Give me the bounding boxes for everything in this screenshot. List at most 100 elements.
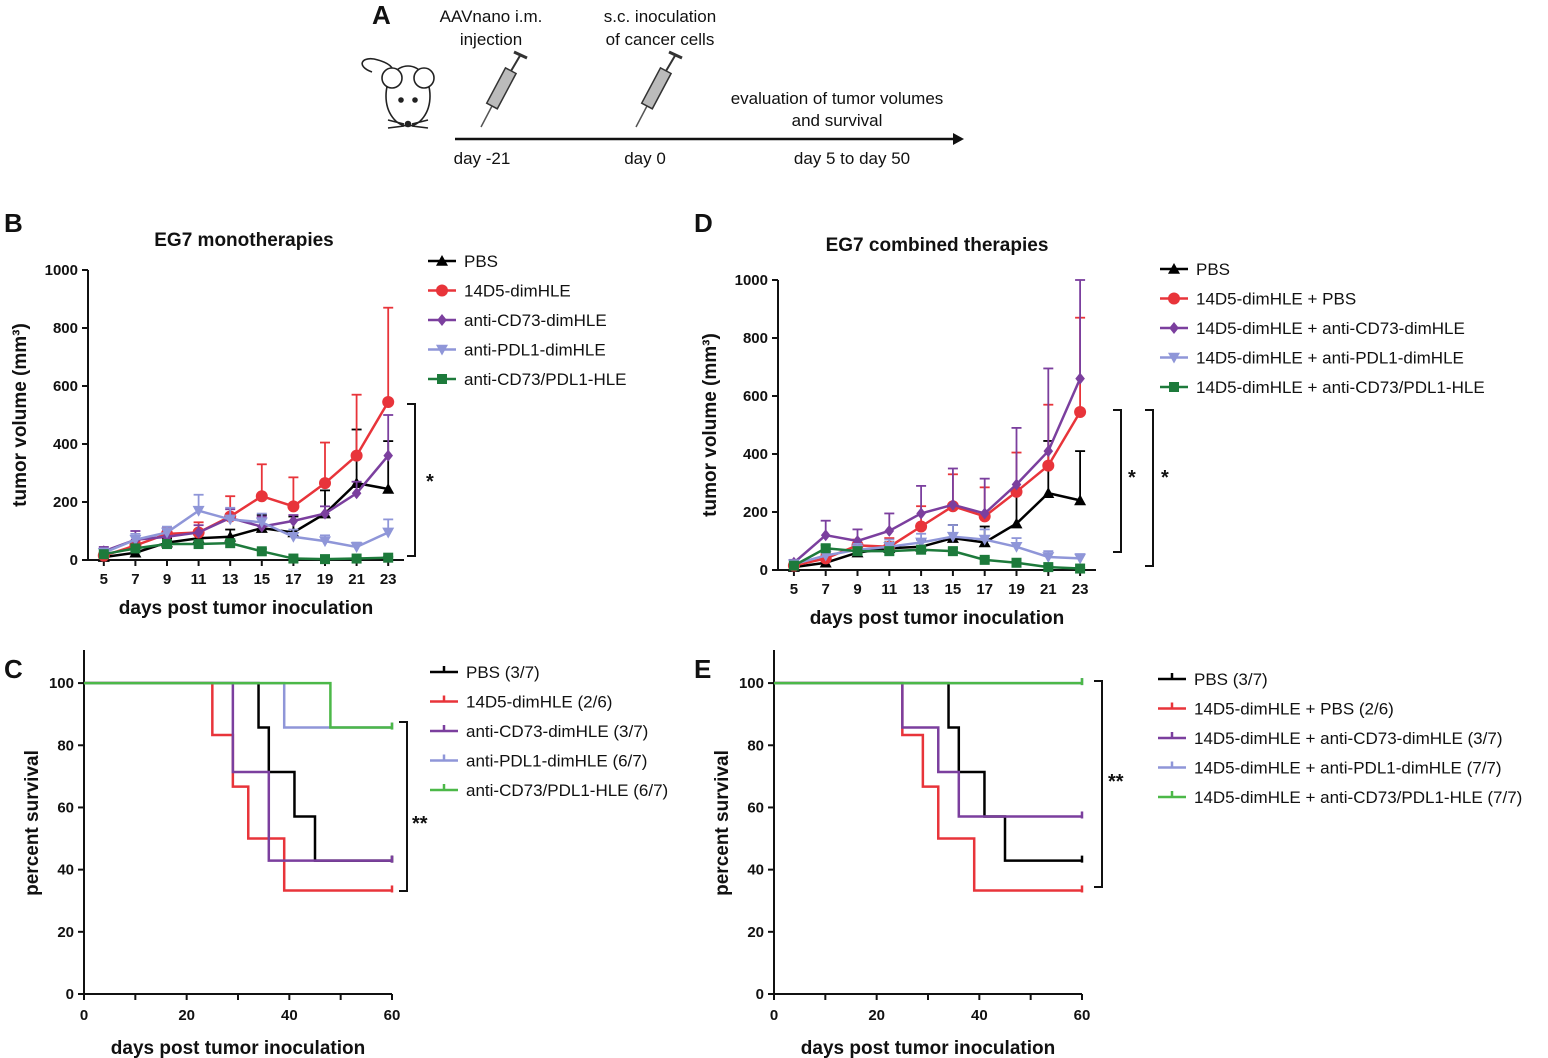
x-tick-label: 0 [770,1007,778,1024]
x-tick-label: 13 [222,571,239,588]
y-tick-label: 40 [747,862,764,879]
x-axis-label: days post tumor inoculation [810,608,1064,629]
x-tick-label: 19 [1008,581,1025,598]
legend-item: 14D5-dimHLE + anti-CD73/PDL1-HLE (7/7) [1158,788,1522,807]
legend: PBS (3/7) 14D5-dimHLE + PBS (2/6) 14D5-dim… [1158,670,1522,807]
y-tick-label: 600 [53,378,78,395]
data-point [915,520,928,533]
data-point [162,539,172,550]
legend-item: PBS [428,252,498,271]
data-point [884,546,895,557]
data-point [916,507,926,520]
y-axis-label: percent survival [22,750,43,896]
legend: PBS 14D5-dimHLE anti-CD73-dimHLE anti-PDL1-… [428,252,627,389]
significance-bracket: ** [399,721,428,892]
y-axis-label: tumor volume (mm³) [700,333,721,517]
x-tick-label: 7 [131,571,139,588]
data-point [320,554,330,565]
x-tick-label: 11 [191,571,207,588]
panel-label-c: C [4,654,23,684]
significance-label: ** [1108,771,1124,793]
legend-marker [1169,322,1179,334]
legend-marker [436,255,448,266]
x-tick-label: 9 [163,571,171,588]
legend-marker [437,314,447,326]
series-line [793,535,1081,566]
panel-label-e: E [694,654,711,684]
data-point [192,505,205,517]
series-line [793,491,1081,569]
x-tick-label: 9 [853,581,861,598]
data-point [1042,459,1055,472]
y-tick-label: 400 [53,436,78,453]
y-tick-label: 1000 [735,272,768,289]
y-tick-label: 400 [743,446,768,463]
chart-title: EG7 combined therapies [826,235,1049,256]
x-tick-label: 13 [913,581,930,598]
data-point [1011,557,1022,568]
data-point [224,514,237,526]
data-point [852,546,863,557]
data-point [1010,517,1023,529]
data-point [1074,405,1087,418]
data-point [1074,494,1087,506]
y-tick-label: 800 [743,330,768,347]
data-point [383,552,394,563]
x-tick-label: 19 [317,571,334,588]
legend-item: anti-PDL1-dimHLE [428,341,606,360]
legend-marker [1169,382,1179,392]
series-line [103,541,389,561]
day-label: day 5 to day 50 [794,149,910,168]
significance-bracket: * [1113,409,1136,553]
chart-tumor-volume-combined: EG7 combined therapies 0 200 400 600 800 1000 5… [700,235,1485,629]
data-point [1075,563,1086,574]
legend: PBS (3/7) 14D5-dimHLE (2/6) anti-CD73-dimH… [430,663,668,800]
inoculation-label: of cancer cells [606,30,715,49]
y-tick-label: 20 [747,924,764,941]
data-point [1011,478,1022,491]
syringe-icon [635,50,683,128]
survival-curve [774,681,1082,862]
data-point [1010,542,1023,553]
data-point [193,539,204,550]
inoculation-label: s.c. inoculation [604,7,716,26]
legend-item: anti-CD73/PDL1-HLE [428,370,627,389]
y-tick-label: 100 [739,675,764,692]
panel-label-d: D [694,208,713,238]
survival-curve [84,681,392,892]
x-tick-label: 7 [822,581,830,598]
series-1 [774,681,1084,863]
y-tick-label: 20 [57,924,74,941]
data-point [1043,562,1054,573]
y-tick-label: 0 [760,562,768,579]
legend-label: PBS (3/7) [466,663,540,682]
data-point [255,490,268,503]
data-point [129,534,142,546]
x-tick-label: 40 [281,1007,298,1024]
significance-bracket: ** [1094,680,1124,888]
schematic: AAVnano i.m. injection s.c. inoculation … [361,7,964,168]
legend-label: 14D5-dimHLE + PBS [1196,290,1356,309]
y-tick-label: 600 [743,388,768,405]
legend-item: 14D5-dimHLE + anti-PDL1-dimHLE [1160,349,1464,368]
legend-label: 14D5-dimHLE + anti-CD73/PDL1-HLE (7/7) [1194,788,1522,807]
series-4 [787,524,1087,571]
data-point [820,529,831,542]
series-5 [788,543,1086,574]
x-axis-label: days post tumor inoculation [111,1038,365,1058]
legend-marker [1168,292,1180,305]
x-tick-label: 21 [1040,581,1057,598]
x-tick-label: 40 [971,1007,988,1024]
timeline-arrow-icon [953,133,964,145]
y-tick-label: 40 [57,862,74,879]
data-point [255,517,268,529]
data-point [979,507,990,520]
series-line [103,401,390,557]
data-point [383,449,393,462]
day-label: day -21 [454,149,511,168]
series-3 [84,681,394,863]
series-5 [98,538,394,565]
evaluation-label: and survival [792,111,883,130]
x-tick-label: 21 [348,571,365,588]
y-tick-label: 200 [53,494,78,511]
